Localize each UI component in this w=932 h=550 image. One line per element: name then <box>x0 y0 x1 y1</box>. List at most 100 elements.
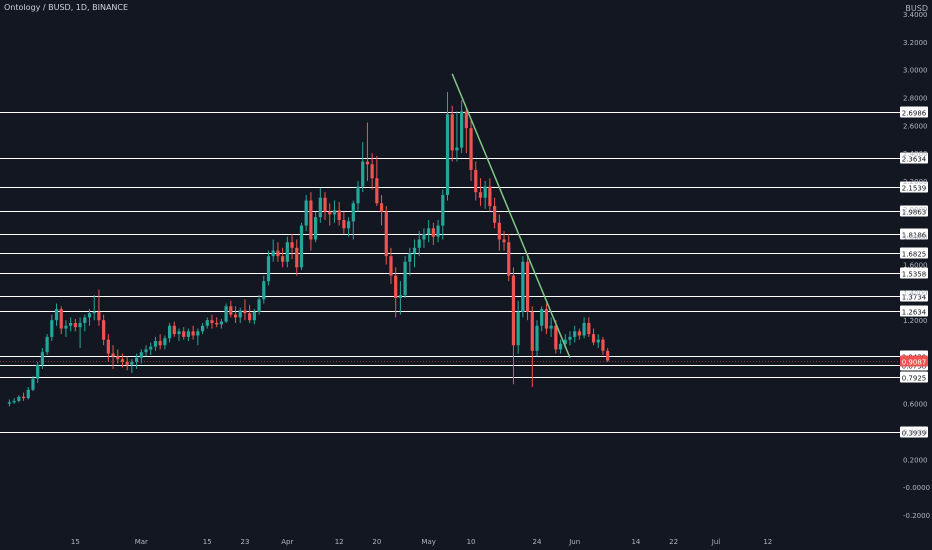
candle-body <box>497 222 501 240</box>
candle-body <box>196 331 200 336</box>
candle-body <box>318 197 322 218</box>
candle-body <box>403 261 407 296</box>
trendline <box>451 73 571 359</box>
candle-body <box>464 111 468 129</box>
candle-body <box>59 309 63 329</box>
candle-body <box>271 250 275 257</box>
candle-body <box>370 164 374 179</box>
x-axis-tick-label: Mar <box>135 538 148 546</box>
y-axis-tick-label: 1.2000 <box>903 317 928 325</box>
candle-body <box>337 210 341 220</box>
candle-body <box>365 161 370 165</box>
y-axis-tick-label: 3.4000 <box>903 11 928 19</box>
candle-body <box>238 310 242 318</box>
candle-body <box>200 325 205 332</box>
y-axis-tick-label: 2.8000 <box>903 95 928 103</box>
candle-body <box>135 357 139 362</box>
candle-body <box>525 261 530 312</box>
y-axis-tick-label: 3.2000 <box>903 39 928 47</box>
candle-body <box>408 253 412 262</box>
candle-body <box>295 247 299 268</box>
level-price-label: 2.6986 <box>902 110 927 118</box>
candle-body <box>568 336 572 340</box>
candle-body <box>469 128 473 170</box>
level-price-label: 0.3939 <box>902 430 927 438</box>
candle-body <box>351 203 355 222</box>
candle-body <box>314 217 318 240</box>
candle-body <box>210 320 214 323</box>
y-axis-tick-label: 0.2000 <box>903 456 928 464</box>
candle-body <box>530 311 534 351</box>
y-axis-tick-label: 1.4000 <box>903 289 928 297</box>
candle-body <box>483 186 487 198</box>
candle-body <box>120 359 125 362</box>
candle-body <box>332 210 337 215</box>
candle-body <box>389 256 393 276</box>
y-axis-tick-label: 3.0000 <box>903 67 928 75</box>
level-price-tag <box>900 181 928 193</box>
candle-body <box>139 352 143 358</box>
level-price-label: 1.6825 <box>902 251 927 259</box>
candle-body <box>191 331 195 336</box>
y-axis-tick-label: -0.0000 <box>903 484 930 492</box>
candle-body <box>64 325 68 329</box>
candle-body <box>158 341 162 346</box>
candle-body <box>153 341 158 347</box>
candle-body <box>36 364 40 379</box>
candle-body <box>281 256 285 262</box>
candle-body <box>493 206 497 223</box>
candle-body <box>502 239 506 243</box>
candle-body <box>535 325 539 351</box>
candle-body <box>417 239 421 248</box>
level-price-label: 2.3634 <box>902 156 927 164</box>
x-axis-tick-label: 15 <box>71 538 80 546</box>
level-price-tag <box>900 228 928 240</box>
y-axis-tick-label: 1.8000 <box>903 234 928 242</box>
candle-body <box>375 178 379 204</box>
candle-body <box>563 339 567 344</box>
y-axis-tick-label: 2.2000 <box>903 178 928 186</box>
candle-body <box>111 353 115 357</box>
x-axis-tick-label: 12 <box>335 538 344 546</box>
y-axis-tick-label: 2.6000 <box>903 122 928 130</box>
level-price-tag <box>900 106 928 118</box>
candle-body <box>507 242 511 276</box>
level-price-label: 1.9863 <box>902 209 927 217</box>
candle-body <box>384 211 388 257</box>
candle-body <box>591 334 596 343</box>
x-axis-tick-label: May <box>421 538 435 546</box>
candle-body <box>78 322 82 328</box>
level-price-label: 0.7925 <box>902 375 927 383</box>
candle-body <box>549 325 553 329</box>
candle-body <box>299 225 304 268</box>
candle-body <box>521 261 525 312</box>
candle-body <box>460 111 464 148</box>
level-price-tag <box>900 205 928 217</box>
y-axis-tick-label: 2.4000 <box>903 150 928 158</box>
candle-body <box>601 339 605 351</box>
candle-body <box>544 309 549 329</box>
candle-body <box>606 350 610 361</box>
candle-body <box>285 242 289 262</box>
candle-body <box>474 169 478 193</box>
candle-body <box>106 339 110 354</box>
candle-body <box>587 322 591 335</box>
candle-body <box>290 242 294 248</box>
candle-body <box>149 346 153 350</box>
candle-body <box>478 192 483 198</box>
level-price-label: 1.5358 <box>902 271 927 279</box>
level-price-tag <box>900 247 928 259</box>
candle-body <box>243 310 247 314</box>
candle-body <box>266 256 271 282</box>
candle-body <box>92 311 96 314</box>
candle-body <box>577 331 581 336</box>
candle-body <box>323 197 327 212</box>
candle-body <box>262 281 266 300</box>
candle-body <box>125 361 129 365</box>
candle-body <box>346 221 351 229</box>
candle-body <box>361 161 365 187</box>
x-axis-tick-label: Apr <box>281 538 293 546</box>
x-axis-tick-label: 12 <box>763 538 772 546</box>
